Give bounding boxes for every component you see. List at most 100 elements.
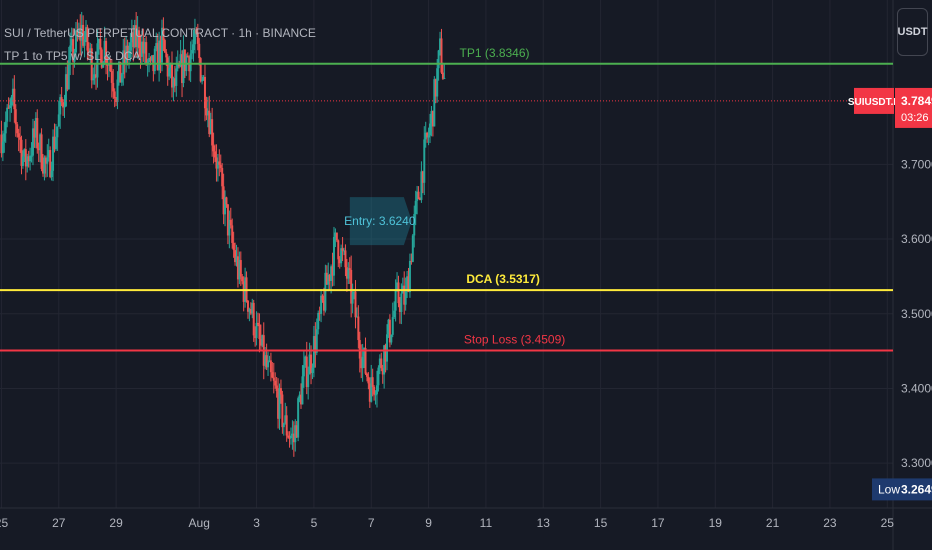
candle-body	[52, 136, 55, 171]
candle-body	[268, 360, 271, 362]
candle-body	[279, 388, 282, 395]
candle-body	[11, 88, 14, 97]
candle-body	[228, 219, 231, 236]
candle-body	[145, 42, 148, 64]
candle-body	[146, 62, 149, 64]
candle-body	[33, 128, 36, 138]
candle-body	[66, 74, 69, 90]
candle-body	[274, 380, 277, 386]
candle-body	[291, 433, 294, 436]
candle-body	[417, 191, 420, 199]
candle-body	[97, 38, 100, 44]
candle-body	[239, 260, 242, 277]
candle-body	[408, 260, 411, 293]
candle-body	[400, 293, 403, 312]
candle-body	[340, 248, 343, 264]
currency-button[interactable]: USDT	[897, 8, 928, 56]
candle-body	[289, 435, 292, 439]
trade-levels: TP1 (3.8346) DCA (3.5317) Stop Loss (3.450…	[0, 46, 893, 352]
candle-body	[321, 295, 324, 301]
candle-body	[102, 62, 105, 68]
candle-body	[390, 334, 393, 343]
entry-label-bg	[349, 197, 412, 246]
candle-body	[407, 276, 410, 293]
candle-body	[159, 40, 162, 63]
candle-body	[348, 268, 351, 270]
candle-body	[3, 133, 6, 142]
candle-body	[226, 204, 229, 236]
candle-body	[34, 118, 37, 138]
candle-body	[173, 78, 176, 86]
candle-body	[221, 167, 224, 187]
candle-body	[245, 277, 248, 301]
candle-body	[123, 50, 126, 64]
candle-body	[302, 365, 305, 377]
candle-body	[109, 64, 112, 72]
candle-body	[300, 394, 303, 405]
entry-label: Entry: 3.6240	[344, 214, 416, 228]
current-price-value: 3.7849	[901, 94, 932, 108]
candle-body	[92, 78, 95, 81]
candle-body	[105, 40, 108, 65]
candle-body	[23, 149, 26, 157]
candle-body	[264, 355, 267, 366]
candle-body	[404, 289, 407, 305]
candle-body	[397, 282, 400, 304]
candle-body	[433, 79, 436, 127]
indicator-label[interactable]: TP 1 to TP5 w/ SL & DCA	[4, 49, 141, 63]
candle-body	[9, 105, 12, 109]
candle-body	[191, 50, 194, 54]
candle-body	[82, 24, 85, 46]
candle-body	[363, 347, 366, 357]
candle-body	[246, 300, 249, 312]
candle-body	[7, 107, 10, 109]
candle-body	[100, 49, 103, 68]
x-tick-label: 25	[0, 516, 8, 530]
candle-body	[128, 50, 131, 58]
candle-body	[318, 312, 321, 314]
candle-body	[413, 214, 416, 236]
candle-body	[426, 132, 429, 138]
candle-body	[367, 376, 370, 384]
candle-body	[176, 63, 179, 69]
candle-body	[196, 33, 199, 44]
candle-body	[271, 372, 274, 378]
candle-body	[20, 139, 23, 166]
candle-body	[341, 248, 344, 251]
candle-body	[377, 367, 380, 386]
candle-body	[361, 356, 364, 369]
low-tag	[872, 478, 932, 501]
candle-body	[350, 269, 353, 304]
candlestick-series	[0, 11, 446, 457]
candle-body	[388, 319, 391, 343]
candle-body	[182, 49, 185, 84]
x-tick-label: Aug	[189, 516, 210, 530]
candle-body	[365, 373, 368, 377]
candle-body	[304, 356, 307, 366]
candle-body	[214, 151, 217, 158]
candle-body	[140, 41, 143, 57]
candle-body	[26, 156, 29, 167]
candle-body	[211, 119, 214, 146]
x-tick-label: 13	[537, 516, 551, 530]
candle-body	[59, 97, 62, 115]
x-tick-label: 15	[594, 516, 608, 530]
time-axis[interactable]: 25 27 29 Aug 3 5 7 9 11 13 15 17 19 21 23 25	[0, 516, 894, 530]
candle-body	[310, 354, 313, 373]
x-tick-label: 23	[823, 516, 837, 530]
candle-body	[30, 155, 33, 157]
x-tick-label: 25	[881, 516, 895, 530]
candle-body	[27, 156, 30, 162]
x-tick-label: 5	[311, 516, 318, 530]
candle-body	[93, 74, 96, 79]
candle-body	[252, 302, 255, 336]
candle-body	[338, 259, 341, 264]
candle-body	[208, 110, 211, 135]
candle-body	[320, 295, 323, 314]
candle-body	[398, 303, 401, 312]
price-axis[interactable]: 3.3000 3.4000 3.5000 3.6000 3.7000	[901, 157, 932, 470]
candle-body	[272, 377, 275, 381]
candle-body	[430, 111, 433, 124]
candle-body	[248, 309, 251, 312]
